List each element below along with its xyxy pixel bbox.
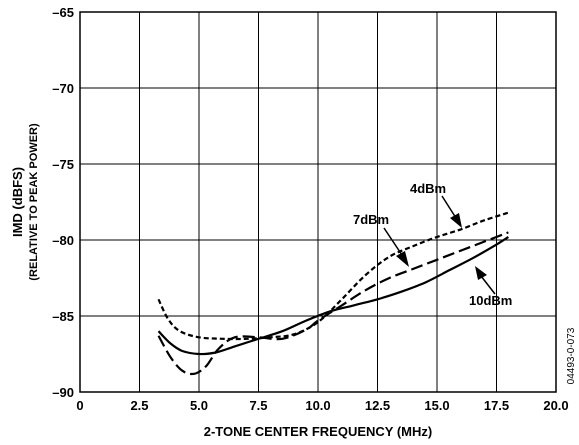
series-line-7dbm xyxy=(157,231,509,376)
x-tick-label: 12.5 xyxy=(365,398,390,413)
y-tick-label: –80 xyxy=(52,233,74,248)
x-tick-label: 5.0 xyxy=(190,398,208,413)
x-tick-label: 0 xyxy=(76,398,83,413)
x-tick-label: 17.5 xyxy=(484,398,509,413)
grid xyxy=(80,12,556,392)
x-tick-label: 20.0 xyxy=(543,398,568,413)
x-tick-labels: 0 2.5 5.0 7.5 10.0 12.5 15.0 17.5 20.0 xyxy=(76,398,568,413)
x-tick-label: 7.5 xyxy=(249,398,267,413)
series-layer xyxy=(157,211,509,376)
y-axis-title: IMD (dBFS) xyxy=(10,167,25,237)
y-tick-labels: –65 –70 –75 –80 –85 –90 xyxy=(52,5,74,400)
figure-id: 04493-0-073 xyxy=(566,327,577,384)
y-tick-label: –65 xyxy=(52,5,74,20)
x-tick-label: 15.0 xyxy=(424,398,449,413)
annotation-arrowhead-4dbm xyxy=(450,213,462,228)
annotation-label-4dbm: 4dBm xyxy=(410,181,446,196)
y-axis-subtitle: (RELATIVE TO PEAK POWER) xyxy=(28,123,40,281)
series-annotations: 4dBm 7dBm 10dBm xyxy=(353,181,512,308)
x-tick-label: 2.5 xyxy=(130,398,148,413)
annotation-label-10dbm: 10dBm xyxy=(469,293,512,308)
y-tick-label: –85 xyxy=(52,309,74,324)
x-axis-title: 2-TONE CENTER FREQUENCY (MHz) xyxy=(204,424,432,439)
annotation-label-7dbm: 7dBm xyxy=(353,212,389,227)
annotation-arrowhead-10dbm xyxy=(475,266,487,280)
annotation-arrow-10dbm xyxy=(480,275,496,295)
plot-frame xyxy=(79,11,557,393)
series-line-4dbm xyxy=(157,211,509,341)
series-line-10dbm xyxy=(157,236,509,356)
y-tick-label: –90 xyxy=(52,385,74,400)
y-tick-label: –70 xyxy=(52,81,74,96)
annotation-arrowhead-7dbm xyxy=(396,251,409,267)
annotation-arrow-7dbm xyxy=(383,227,403,256)
y-tick-label: –75 xyxy=(52,157,74,172)
annotation-arrow-4dbm xyxy=(441,195,457,219)
x-tick-label: 10.0 xyxy=(305,398,330,413)
